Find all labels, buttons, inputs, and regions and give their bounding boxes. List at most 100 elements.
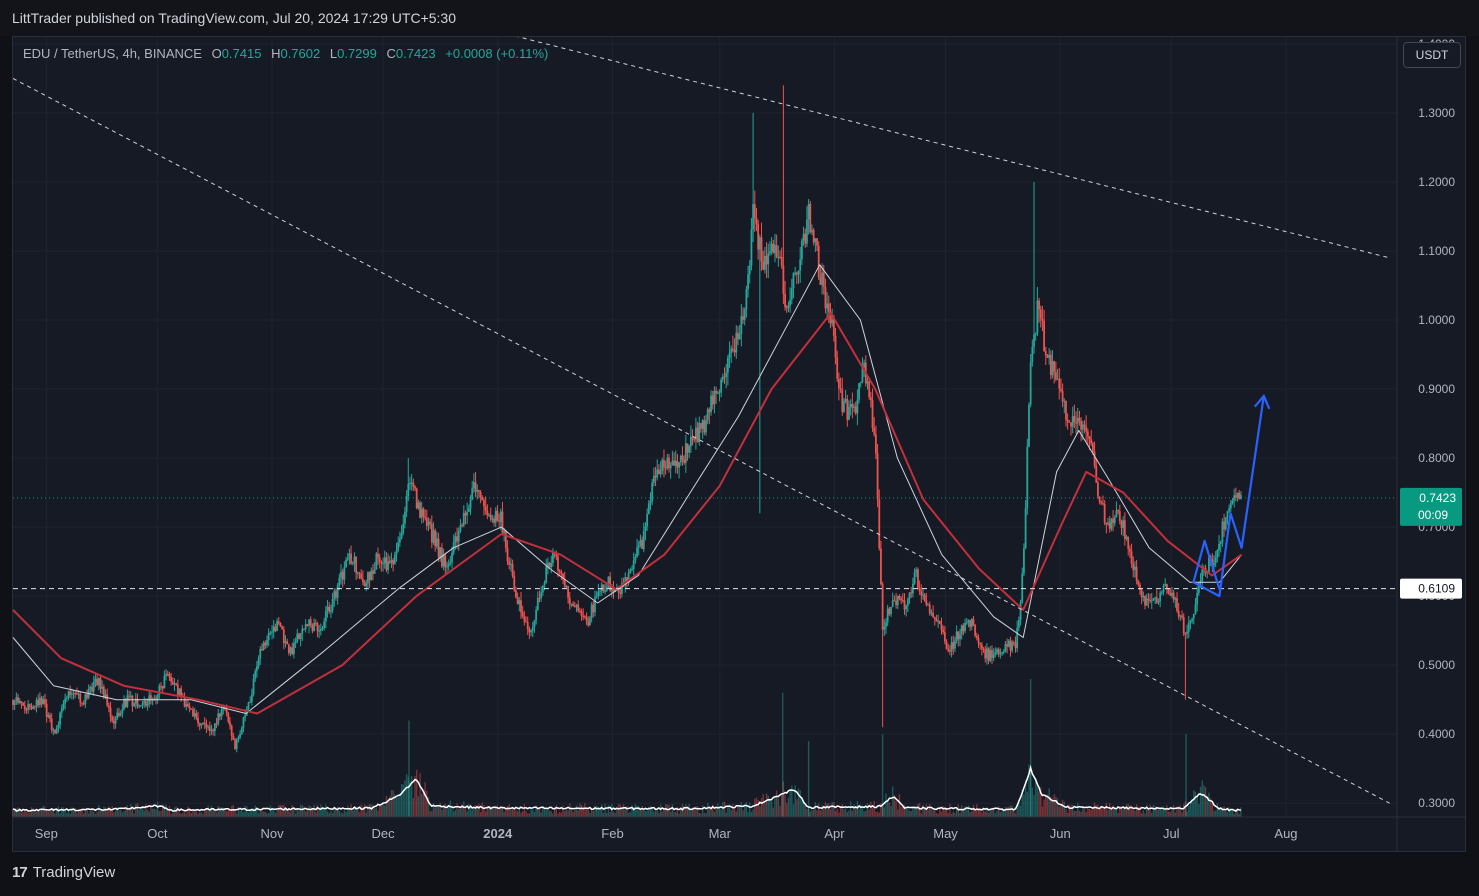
candle <box>992 648 995 662</box>
candle-body <box>605 586 608 592</box>
volume-bar <box>1172 805 1175 817</box>
candle <box>192 706 194 717</box>
candle <box>119 710 122 717</box>
volume-bar <box>291 804 293 817</box>
candle <box>17 693 19 705</box>
candle <box>220 705 223 720</box>
volume-bar <box>1046 794 1049 817</box>
volume-bar <box>542 805 544 817</box>
volume-bar <box>148 811 150 817</box>
candle-body <box>1194 604 1197 614</box>
volume-bar <box>1132 809 1134 817</box>
candle-body <box>693 439 696 441</box>
candle <box>757 219 760 260</box>
candle <box>346 552 349 562</box>
candle <box>797 270 800 284</box>
candle <box>118 707 120 718</box>
candle <box>1033 181 1035 354</box>
tradingview-brand[interactable]: 17 TradingView <box>12 864 115 881</box>
candle <box>39 692 41 708</box>
candle <box>605 583 608 592</box>
candle-body <box>520 600 522 613</box>
candle-body <box>908 592 911 599</box>
candle-body <box>198 723 201 726</box>
candle-body <box>109 707 112 717</box>
candle-body <box>372 570 374 574</box>
candle-body <box>318 630 321 632</box>
candle-body <box>218 713 221 717</box>
candle <box>930 609 933 617</box>
candle <box>434 528 437 552</box>
candle-body <box>599 590 601 592</box>
candle <box>908 592 911 604</box>
volume-bar <box>886 799 889 817</box>
candle-body <box>977 637 980 644</box>
candle-body <box>1184 633 1187 635</box>
candle-body <box>827 303 830 312</box>
publisher-line: LittTrader published on TradingView.com,… <box>12 10 456 26</box>
candle <box>109 701 112 723</box>
volume-bar <box>626 806 628 817</box>
volume-bar <box>1176 806 1178 817</box>
volume-bar <box>256 808 258 817</box>
candle <box>1123 512 1126 546</box>
candle-body <box>753 204 756 218</box>
volume-bar <box>762 793 764 817</box>
candle <box>834 327 837 365</box>
volume-bar <box>1166 805 1168 817</box>
volume-bar <box>548 810 551 817</box>
currency-button[interactable]: USDT <box>1403 42 1461 68</box>
volume-bar <box>668 804 670 817</box>
candle-body <box>1196 592 1199 605</box>
candle-body <box>118 712 120 716</box>
volume-bar <box>1114 807 1116 817</box>
candle-body <box>311 625 314 632</box>
volume-bar <box>782 781 785 817</box>
symbol-legend: EDU / TetherUS, 4h, BINANCE O0.7415 H0.7… <box>23 46 548 61</box>
volume-bar <box>915 805 917 817</box>
candle <box>1216 549 1219 563</box>
candle-body <box>45 703 48 717</box>
candle-body <box>780 257 783 266</box>
volume-bar <box>417 796 420 817</box>
volume-bar <box>202 813 204 817</box>
volume-bar <box>422 792 425 817</box>
candle <box>331 592 334 614</box>
volume-bar <box>91 809 93 817</box>
candle <box>1233 488 1236 508</box>
candle-body <box>1223 521 1225 530</box>
candle <box>881 581 884 728</box>
candle-body <box>1029 362 1032 405</box>
volume-bar <box>199 812 201 817</box>
candle <box>252 674 255 697</box>
candle-body <box>715 390 718 394</box>
candle-body <box>156 694 159 700</box>
candle <box>1171 587 1173 599</box>
candle <box>700 422 702 433</box>
volume-bar <box>116 807 118 817</box>
volume-bar <box>575 805 578 817</box>
volume-bar <box>1100 806 1102 817</box>
candle-body <box>424 516 427 518</box>
candle-body <box>1002 651 1005 653</box>
candle-body <box>360 573 363 579</box>
volume-ma-line <box>13 764 1242 813</box>
candle <box>540 586 543 602</box>
candle-body <box>807 203 810 220</box>
candle-body <box>1182 617 1185 634</box>
candle <box>469 494 472 516</box>
volume-bar <box>900 806 902 817</box>
candle <box>447 559 450 571</box>
volume-bar <box>976 804 978 817</box>
candle <box>74 690 77 699</box>
time-tick-label: Jun <box>1050 826 1071 841</box>
volume-bar <box>718 807 721 817</box>
candle-body <box>1068 421 1071 423</box>
volume-bar <box>1144 813 1146 817</box>
candle <box>232 732 235 741</box>
candle <box>274 623 277 633</box>
candle-body <box>508 561 511 565</box>
candle <box>1100 500 1103 505</box>
candle <box>49 712 51 723</box>
